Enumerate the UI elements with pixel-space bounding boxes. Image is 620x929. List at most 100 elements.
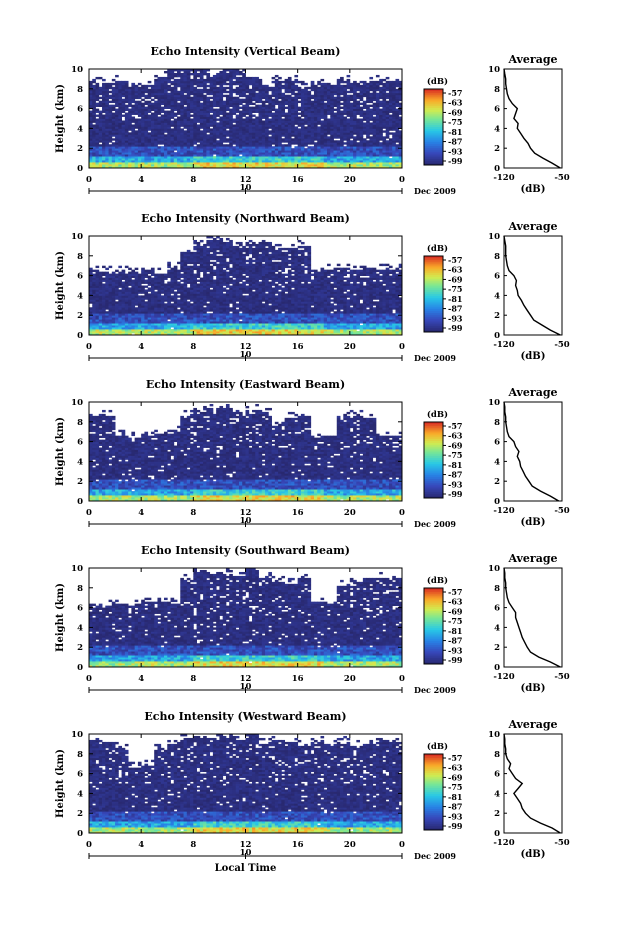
heatmap-cell	[206, 128, 211, 131]
heatmap-cell	[216, 144, 220, 147]
heatmap-cell	[196, 162, 201, 165]
heatmap-cell	[199, 76, 204, 80]
heatmap-cell	[160, 94, 165, 98]
heatmap-cell	[118, 116, 122, 119]
heatmap-cell	[167, 154, 171, 157]
heatmap-cell	[209, 152, 214, 155]
heatmap-cell	[219, 138, 224, 141]
heatmap-cell	[147, 293, 152, 296]
heatmap-cell	[147, 108, 152, 111]
heatmap-cell	[92, 132, 96, 135]
heatmap-cell	[235, 158, 240, 161]
heatmap-cell	[216, 124, 220, 127]
heatmap-cell	[190, 72, 194, 76]
heatmap-cell	[157, 116, 162, 119]
heatmap-cell	[235, 70, 240, 74]
heatmap-cell	[196, 128, 201, 131]
heatmap-cell	[150, 108, 155, 111]
heatmap-cell	[170, 160, 175, 163]
heatmap-cell	[111, 150, 116, 153]
heatmap-cell	[124, 98, 129, 102]
heatmap-cell	[209, 160, 214, 163]
heatmap-cell	[284, 136, 289, 139]
heatmap-cell	[209, 96, 214, 100]
heatmap-cell	[154, 82, 158, 86]
heatmap-cell	[261, 140, 266, 143]
heatmap-cell	[144, 106, 149, 109]
heatmap-cell	[229, 138, 233, 141]
heatmap-cell	[160, 96, 165, 100]
heatmap-cell	[261, 164, 266, 167]
heatmap-cell	[167, 78, 171, 82]
heatmap-cell	[160, 82, 165, 86]
heatmap-cell	[232, 160, 237, 163]
heatmap-cell	[229, 84, 233, 88]
heatmap-cell	[235, 72, 240, 76]
heatmap-cell	[108, 265, 113, 269]
heatmap-cell	[128, 146, 132, 149]
heatmap-cell	[229, 69, 233, 72]
heatmap-cell	[167, 132, 171, 135]
heatmap-cell	[134, 144, 139, 147]
heatmap-cell	[209, 116, 214, 119]
heatmap-cell	[212, 138, 217, 141]
heatmap-cell	[258, 100, 263, 104]
heatmap-cell	[128, 148, 132, 151]
heatmap-cell	[108, 136, 113, 139]
heatmap-cell	[225, 106, 230, 109]
heatmap-cell	[141, 150, 145, 153]
heatmap-cell	[274, 152, 279, 155]
heatmap-cell	[196, 74, 201, 78]
heatmap-cell	[124, 164, 129, 167]
y-tick-label: 2	[77, 144, 83, 154]
heatmap-cell	[128, 98, 132, 102]
heatmap-cell	[235, 122, 240, 125]
heatmap-cell	[349, 82, 354, 86]
heatmap-cell	[111, 124, 116, 127]
heatmap-cell	[199, 120, 204, 123]
heatmap-cell	[265, 116, 269, 119]
heatmap-cell	[183, 124, 188, 127]
heatmap-cell	[150, 102, 155, 106]
heatmap-cell	[212, 118, 217, 121]
heatmap-cell	[268, 166, 272, 169]
heatmap-cell	[102, 114, 106, 117]
heatmap-cell	[271, 150, 276, 153]
heatmap-cell	[154, 150, 158, 153]
heatmap-cell	[115, 150, 119, 153]
heatmap-cell	[163, 106, 168, 109]
heatmap-cell	[186, 142, 191, 145]
heatmap-cell	[287, 154, 292, 157]
heatmap-cell	[203, 136, 207, 139]
heatmap-cell	[95, 96, 100, 100]
heatmap-cell	[118, 122, 122, 125]
heatmap-cell	[238, 110, 243, 113]
heatmap-cell	[170, 74, 175, 78]
heatmap-cell	[167, 144, 171, 147]
heatmap-cell	[102, 106, 106, 109]
heatmap-cell	[98, 110, 103, 113]
heatmap-cell	[167, 138, 171, 141]
heatmap-cell	[225, 118, 230, 121]
heatmap-cell	[196, 100, 201, 104]
heatmap-cell	[268, 160, 272, 163]
heatmap-cell	[235, 156, 240, 159]
heatmap-cell	[222, 130, 227, 133]
heatmap-cell	[284, 138, 289, 141]
heatmap-cell	[134, 92, 139, 96]
heatmap-cell	[144, 154, 149, 157]
heatmap-cell	[284, 146, 289, 149]
heatmap-cell	[154, 130, 158, 133]
heatmap-cell	[193, 72, 197, 76]
heatmap-cell	[177, 144, 181, 147]
heatmap-cell	[278, 148, 282, 151]
heatmap-cell	[147, 128, 152, 131]
heatmap-cell	[170, 76, 175, 80]
heatmap-cell	[268, 122, 272, 125]
heatmap-cell	[274, 100, 279, 104]
heatmap-cell	[121, 128, 126, 131]
heatmap-cell	[157, 158, 162, 161]
heatmap-cell	[265, 98, 269, 102]
heatmap-cell	[238, 150, 243, 153]
heatmap-cell	[375, 92, 380, 96]
